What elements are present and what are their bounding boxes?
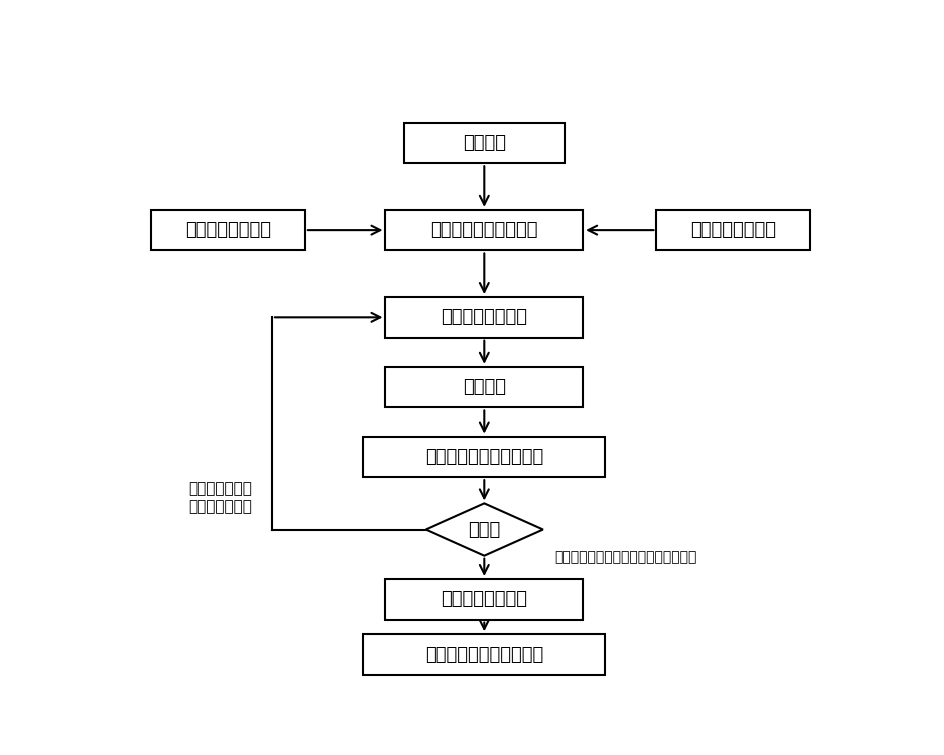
FancyBboxPatch shape xyxy=(151,210,305,251)
Text: 爆破振动监测布点: 爆破振动监测布点 xyxy=(689,221,776,239)
Text: 实施爆破: 实施爆破 xyxy=(463,378,505,396)
FancyBboxPatch shape xyxy=(385,297,582,337)
Text: 控制爆破方案制定: 控制爆破方案制定 xyxy=(441,308,527,326)
Text: 爆破效果及监测结果分析: 爆破效果及监测结果分析 xyxy=(425,448,543,466)
Polygon shape xyxy=(425,504,542,556)
Text: 简易钻孔台车加工: 简易钻孔台车加工 xyxy=(185,221,271,239)
FancyBboxPatch shape xyxy=(403,122,565,163)
Text: 爆破效果理想、监测结果在允许范围内: 爆破效果理想、监测结果在允许范围内 xyxy=(553,550,696,564)
FancyBboxPatch shape xyxy=(656,210,809,251)
FancyBboxPatch shape xyxy=(385,579,582,620)
FancyBboxPatch shape xyxy=(363,634,604,675)
Text: 测量放样，进行下一循环: 测量放样，进行下一循环 xyxy=(425,646,543,664)
Text: 试爆、确定最大装药量: 试爆、确定最大装药量 xyxy=(430,221,537,239)
Text: 通风、出碴、支护: 通风、出碴、支护 xyxy=(441,590,527,609)
FancyBboxPatch shape xyxy=(363,436,604,477)
Text: 爆破效果不理想
或监测结果超标: 爆破效果不理想 或监测结果超标 xyxy=(189,482,252,513)
Text: 施工准备: 施工准备 xyxy=(463,134,505,152)
FancyBboxPatch shape xyxy=(385,367,582,408)
FancyBboxPatch shape xyxy=(385,210,582,251)
Text: 结论？: 结论？ xyxy=(467,520,500,538)
